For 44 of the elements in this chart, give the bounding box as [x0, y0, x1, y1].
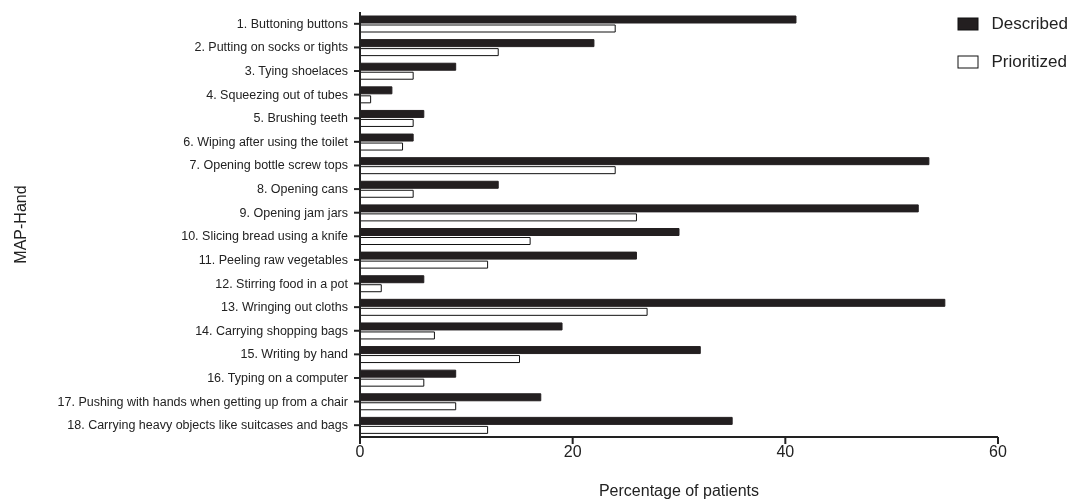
x-axis-title: Percentage of patients: [598, 482, 760, 499]
bar: [360, 118, 414, 127]
bar: [360, 24, 616, 33]
y-tick-label: 16. Typing on a computer: [207, 370, 348, 385]
bar: [360, 355, 520, 364]
y-tick-label: 5. Brushing teeth: [253, 111, 349, 126]
legend-label: Prioritized: [991, 52, 1068, 72]
y-tick-label: 9. Opening jam jars: [239, 205, 348, 220]
bar: [360, 378, 425, 387]
y-tick-label: 4. Squeezing out of tubes: [206, 87, 348, 102]
bar: [360, 166, 616, 175]
bar: [360, 425, 489, 434]
x-tick-label: 20: [563, 443, 582, 461]
legend-label: Described: [991, 14, 1068, 34]
y-tick-label: 10. Slicing bread using a knife: [181, 229, 349, 244]
bar: [360, 48, 499, 57]
bar: [360, 213, 637, 222]
bar: [360, 142, 404, 151]
y-tick-label: 17. Pushing with hands when getting up from a chair: [57, 394, 348, 409]
y-tick-label: 3. Tying shoelaces: [244, 64, 348, 79]
y-tick-label: 13. Wringing out cloths: [221, 300, 348, 315]
x-tick-label: 60: [989, 443, 1007, 461]
bar: [360, 402, 457, 411]
bar: [360, 331, 435, 340]
bar: [360, 95, 372, 104]
y-tick-label: 18. Carrying heavy objects like suitcases and bags: [67, 418, 348, 433]
bar: [360, 260, 489, 269]
y-tick-label: 12. Stirring food in a pot: [215, 276, 349, 291]
y-tick-label: 14. Carrying shopping bags: [195, 323, 348, 338]
bar: [360, 237, 531, 245]
bar: [360, 284, 382, 293]
bar: [360, 307, 648, 316]
y-tick-label: 6. Wiping after using the toilet: [183, 134, 349, 149]
x-tick-label: 40: [776, 443, 795, 461]
y-tick-label: 2. Putting on socks or tights: [194, 40, 348, 55]
x-tick-label: 0: [355, 443, 365, 461]
y-tick-label: 1. Buttoning buttons: [236, 16, 348, 31]
y-axis-title: MAP-Hand: [11, 185, 29, 264]
bar: [360, 189, 414, 198]
y-tick-label: 15. Writing by hand: [240, 347, 349, 362]
y-tick-label: 11. Peeling raw vegetables: [198, 252, 348, 267]
y-tick-label: 7. Opening bottle screw tops: [189, 158, 348, 173]
bar: [360, 71, 414, 80]
y-tick-label: 8. Opening cans: [256, 182, 348, 197]
